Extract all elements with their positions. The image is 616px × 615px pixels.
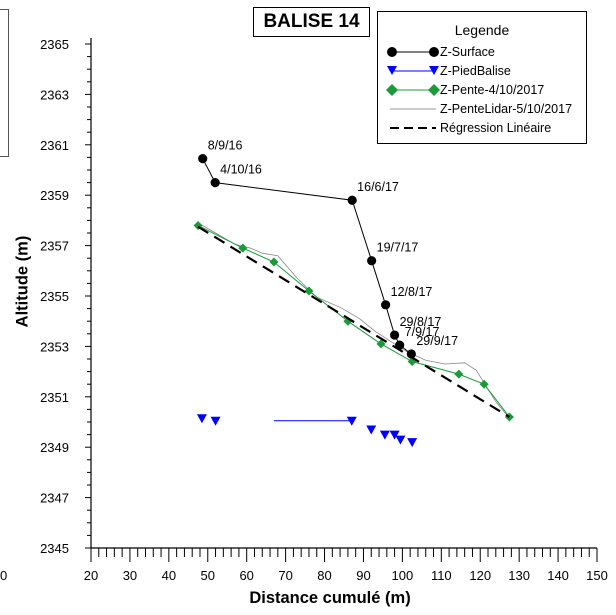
- legend-swatch-circle-icon: [387, 47, 439, 57]
- y-tick-label: 2345: [40, 541, 69, 556]
- legend-swatch-thin-line-icon: [390, 108, 436, 110]
- z-piedbalise-point: [210, 416, 221, 426]
- y-tick-label: 2357: [40, 239, 69, 254]
- legend-label: Z-PiedBalise: [440, 64, 511, 78]
- z-surface-point: [390, 330, 400, 340]
- legend-label: Régression Linéaire: [440, 121, 552, 135]
- legend-label: Z-Surface: [440, 45, 495, 59]
- y-tick-label: 2365: [40, 37, 69, 52]
- series-z-pentelidar-5-10-2017-line: [197, 222, 510, 419]
- x-tick-label: 100: [392, 568, 414, 583]
- chart-title-box: BALISE 14: [253, 7, 370, 37]
- x-tick-label: 50: [201, 568, 215, 583]
- z-pente-point: [376, 339, 386, 349]
- x-tick-label: 110: [431, 568, 452, 583]
- x-tick-label: 130: [508, 568, 530, 583]
- z-piedbalise-point: [395, 435, 406, 445]
- z-piedbalise-point: [379, 430, 390, 440]
- legend-item-z-pente: Z-Pente-4/10/2017: [378, 81, 586, 99]
- point-date-label: 8/9/16: [208, 139, 243, 153]
- y-tick-label: 2359: [40, 188, 69, 203]
- x-tick-label-clipped: 50: [0, 568, 7, 583]
- x-tick-label: 40: [162, 568, 176, 583]
- legend-swatch-dashed-line-icon: [390, 127, 436, 129]
- z-pente-point: [238, 243, 248, 253]
- point-date-label: 29/8/17: [400, 315, 442, 329]
- point-date-label: 19/7/17: [377, 241, 419, 255]
- z-surface-point: [210, 178, 220, 188]
- z-surface-point: [367, 256, 377, 266]
- x-tick-label: 120: [469, 568, 491, 583]
- chart-title: BALISE 14: [263, 11, 360, 32]
- point-date-label: 12/8/17: [391, 285, 433, 299]
- point-date-label: 4/10/16: [220, 163, 262, 177]
- x-tick-label: 140: [547, 568, 569, 583]
- point-date-label: 16/6/17: [357, 180, 399, 194]
- z-pente-point: [269, 257, 279, 267]
- legend-title: Legende: [454, 22, 510, 38]
- z-piedbalise-point: [346, 416, 357, 426]
- x-tick-label: 70: [278, 568, 292, 583]
- z-pente-point: [479, 379, 489, 389]
- z-piedbalise-point: [389, 430, 400, 440]
- z-piedbalise-point: [407, 438, 418, 448]
- z-surface-point: [198, 154, 208, 164]
- y-tick-label: 2363: [40, 87, 69, 102]
- y-tick-label: 2355: [40, 289, 69, 304]
- series-z-pente-4-10-2017-line: [197, 224, 510, 418]
- z-pente-point: [454, 369, 464, 379]
- x-tick-label: 60: [239, 568, 253, 583]
- x-tick-label: 30: [123, 568, 137, 583]
- z-surface-point: [381, 300, 391, 310]
- y-tick-label: 2361: [40, 138, 69, 153]
- y-tick-label: 2349: [40, 440, 69, 455]
- plot-frame: 20 30 40 50 60 70 80 90 100 110 120 130 140 150 50 2345…: [0, 37, 608, 583]
- z-pente-point: [304, 286, 314, 296]
- legend-swatch-diamond-icon: [386, 84, 440, 96]
- legend: Legende Z-Surface Z-PiedBalise Z-Pente-4…: [377, 11, 587, 144]
- legend-label: Z-Pente-4/10/2017: [440, 83, 545, 97]
- x-tick-label: 20: [84, 568, 98, 583]
- legend-item-z-pentelidar: Z-PenteLidar-5/10/2017: [378, 100, 586, 118]
- z-surface-point: [347, 195, 357, 205]
- y-tick-label: 2347: [40, 491, 69, 506]
- legend-label: Z-PenteLidar-5/10/2017: [440, 102, 573, 116]
- x-axis-title: Distance cumulé (m): [249, 589, 411, 607]
- z-piedbalise-point: [366, 425, 377, 435]
- y-tick-label: 2353: [40, 339, 69, 354]
- x-tick-label: 80: [317, 568, 331, 583]
- series-layer: [193, 154, 514, 448]
- z-surface-point: [395, 340, 405, 350]
- point-date-label: 7/9/17: [405, 325, 440, 339]
- point-date-label: 29/9/17: [416, 334, 458, 348]
- legend-swatch-triangle-icon: [387, 66, 439, 75]
- point-label-layer: 8/9/16 4/10/16 16/6/17 19/7/17 12/8/17 29/8/1…: [208, 139, 458, 348]
- x-tick-label: 150: [586, 568, 608, 583]
- z-piedbalise-point: [196, 414, 207, 424]
- legend-item-regression: Régression Linéaire: [378, 119, 586, 137]
- y-tick-label: 2351: [40, 390, 69, 405]
- z-surface-point: [406, 349, 416, 359]
- legend-item-z-piedbalise: Z-PiedBalise: [378, 62, 586, 80]
- y-axis-title: Altitude (m): [13, 235, 32, 328]
- clipped-panel-edge: [0, 9, 9, 157]
- x-tick-label: 90: [356, 568, 370, 583]
- series-r-gression-lin-aire-line: [197, 225, 510, 418]
- legend-item-z-surface: Z-Surface: [378, 43, 586, 61]
